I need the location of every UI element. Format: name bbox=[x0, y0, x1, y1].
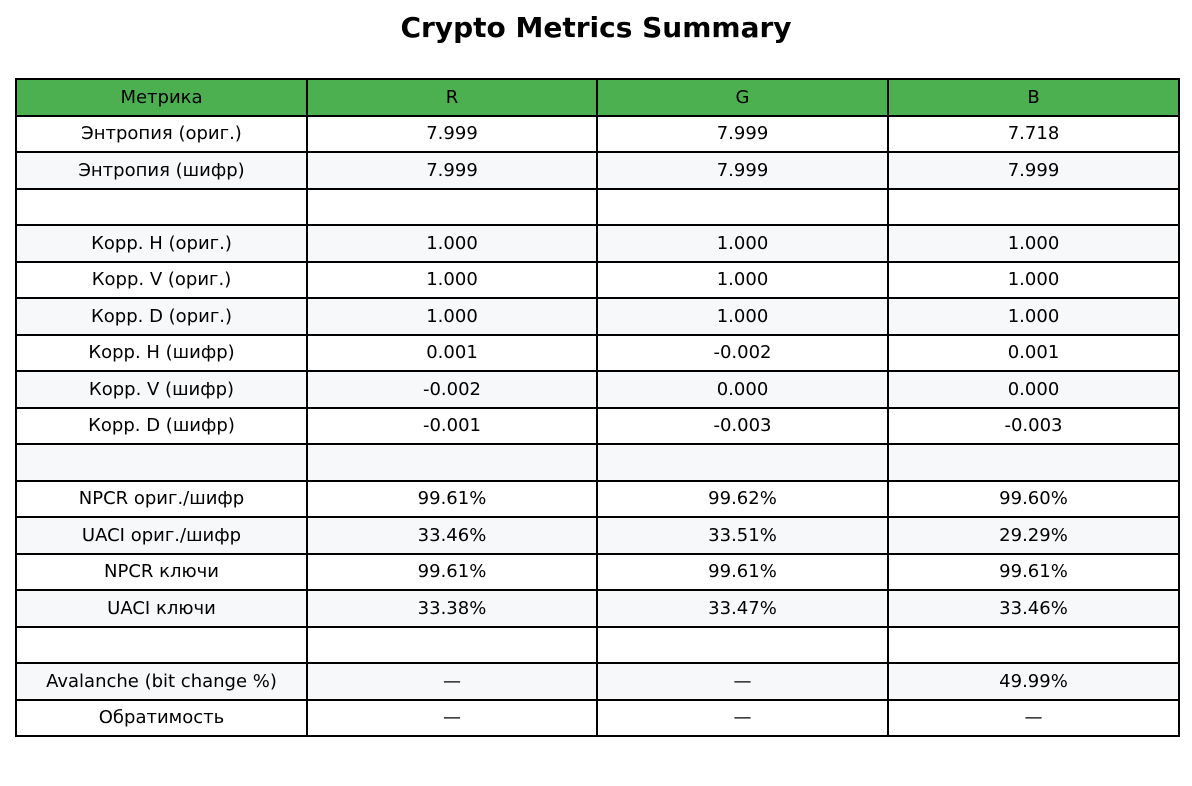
table-cell-metric: Корр. D (ориг.) bbox=[15, 297, 308, 336]
table-cell-r: 1.000 bbox=[306, 224, 598, 263]
table-cell-g bbox=[596, 187, 889, 226]
header-cell-g: G bbox=[596, 78, 889, 117]
table-cell-g: 1.000 bbox=[596, 297, 889, 336]
table-row: Энтропия (ориг.) 7.999 7.999 7.718 bbox=[15, 114, 1180, 153]
table-row: NPCR ключи 99.61% 99.61% 99.61% bbox=[15, 552, 1180, 591]
table-cell-r: 33.46% bbox=[306, 516, 598, 555]
table-row bbox=[15, 187, 1180, 226]
table-cell-metric bbox=[15, 443, 308, 482]
table-cell-r bbox=[306, 187, 598, 226]
table-cell-metric: Корр. V (шифр) bbox=[15, 370, 308, 409]
table-cell-metric: NPCR ключи bbox=[15, 552, 308, 591]
table-cell-metric bbox=[15, 187, 308, 226]
table-cell-b bbox=[887, 625, 1180, 664]
table-cell-b: 7.718 bbox=[887, 114, 1180, 153]
table-cell-g: 7.999 bbox=[596, 114, 889, 153]
table-cell-g: -0.003 bbox=[596, 406, 889, 445]
chart-title: Crypto Metrics Summary bbox=[400, 11, 792, 44]
table-row: NPCR ориг./шифр 99.61% 99.62% 99.60% bbox=[15, 479, 1180, 518]
header-cell-r: R bbox=[306, 78, 598, 117]
table-cell-metric: UACI ориг./шифр bbox=[15, 516, 308, 555]
table-cell-b: 29.29% bbox=[887, 516, 1180, 555]
table-cell-r: -0.002 bbox=[306, 370, 598, 409]
table-cell-metric: Корр. H (шифр) bbox=[15, 333, 308, 372]
table-row bbox=[15, 443, 1180, 482]
table-cell-g: 1.000 bbox=[596, 224, 889, 263]
table-row: UACI ключи 33.38% 33.47% 33.46% bbox=[15, 589, 1180, 628]
table-cell-b: 49.99% bbox=[887, 662, 1180, 701]
table-cell-r: 7.999 bbox=[306, 114, 598, 153]
table-cell-r bbox=[306, 625, 598, 664]
table-cell-b: 0.000 bbox=[887, 370, 1180, 409]
table-row: Корр. H (шифр) 0.001 -0.002 0.001 bbox=[15, 333, 1180, 372]
table-cell-metric: Обратимость bbox=[15, 698, 308, 737]
table-cell-metric: Корр. H (ориг.) bbox=[15, 224, 308, 263]
table-cell-g: -0.002 bbox=[596, 333, 889, 372]
table-cell-metric: Avalanche (bit change %) bbox=[15, 662, 308, 701]
table-cell-b: — bbox=[887, 698, 1180, 737]
table-row bbox=[15, 625, 1180, 664]
table-cell-r: 1.000 bbox=[306, 260, 598, 299]
table-body: Энтропия (ориг.) 7.999 7.999 7.718 Энтропия … bbox=[15, 114, 1180, 737]
table-cell-g: — bbox=[596, 698, 889, 737]
table-cell-b: 7.999 bbox=[887, 151, 1180, 190]
table-cell-g: 33.47% bbox=[596, 589, 889, 628]
header-cell-metric: Метрика bbox=[15, 78, 308, 117]
table-cell-r: 1.000 bbox=[306, 297, 598, 336]
table-cell-r: 0.001 bbox=[306, 333, 598, 372]
table-cell-g: 99.61% bbox=[596, 552, 889, 591]
table-cell-r: 7.999 bbox=[306, 151, 598, 190]
table-cell-b: 99.60% bbox=[887, 479, 1180, 518]
table-cell-g: 99.62% bbox=[596, 479, 889, 518]
metrics-table: Метрика R G B Энтропия (ориг.) 7.999 7.999… bbox=[15, 78, 1180, 737]
table-cell-metric: Энтропия (ориг.) bbox=[15, 114, 308, 153]
table-header-row: Метрика R G B bbox=[15, 78, 1180, 117]
table-cell-b: -0.003 bbox=[887, 406, 1180, 445]
table-cell-r: — bbox=[306, 698, 598, 737]
table-cell-metric: NPCR ориг./шифр bbox=[15, 479, 308, 518]
table-cell-b bbox=[887, 443, 1180, 482]
table-cell-g: 1.000 bbox=[596, 260, 889, 299]
table-row: Корр. D (шифр) -0.001 -0.003 -0.003 bbox=[15, 406, 1180, 445]
table-row: Энтропия (шифр) 7.999 7.999 7.999 bbox=[15, 151, 1180, 190]
table-cell-g bbox=[596, 443, 889, 482]
table-cell-r bbox=[306, 443, 598, 482]
table-row: Корр. D (ориг.) 1.000 1.000 1.000 bbox=[15, 297, 1180, 336]
table-cell-b: 1.000 bbox=[887, 297, 1180, 336]
table-cell-r: 99.61% bbox=[306, 479, 598, 518]
table-cell-metric bbox=[15, 625, 308, 664]
table-row: Корр. V (ориг.) 1.000 1.000 1.000 bbox=[15, 260, 1180, 299]
table-cell-g: 0.000 bbox=[596, 370, 889, 409]
table-row: UACI ориг./шифр 33.46% 33.51% 29.29% bbox=[15, 516, 1180, 555]
table-cell-b bbox=[887, 187, 1180, 226]
table-cell-g: 33.51% bbox=[596, 516, 889, 555]
table-row: Обратимость — — — bbox=[15, 698, 1180, 737]
table-cell-g: 7.999 bbox=[596, 151, 889, 190]
table-cell-g: — bbox=[596, 662, 889, 701]
table-cell-r: 99.61% bbox=[306, 552, 598, 591]
table-cell-metric: Корр. V (ориг.) bbox=[15, 260, 308, 299]
table-cell-metric: UACI ключи bbox=[15, 589, 308, 628]
table-row: Avalanche (bit change %) — —49.99% bbox=[15, 662, 1180, 701]
table-cell-b: 1.000 bbox=[887, 224, 1180, 263]
table-cell-r: — bbox=[306, 662, 598, 701]
table-cell-metric: Энтропия (шифр) bbox=[15, 151, 308, 190]
table-row: Корр. H (ориг.) 1.000 1.000 1.000 bbox=[15, 224, 1180, 263]
table-cell-b: 0.001 bbox=[887, 333, 1180, 372]
table-cell-g bbox=[596, 625, 889, 664]
table-cell-r: 33.38% bbox=[306, 589, 598, 628]
table-cell-b: 1.000 bbox=[887, 260, 1180, 299]
header-cell-b: B bbox=[887, 78, 1180, 117]
table-cell-metric: Корр. D (шифр) bbox=[15, 406, 308, 445]
table-row: Корр. V (шифр) -0.002 0.000 0.000 bbox=[15, 370, 1180, 409]
table-cell-r: -0.001 bbox=[306, 406, 598, 445]
table-cell-b: 33.46% bbox=[887, 589, 1180, 628]
table-cell-b: 99.61% bbox=[887, 552, 1180, 591]
